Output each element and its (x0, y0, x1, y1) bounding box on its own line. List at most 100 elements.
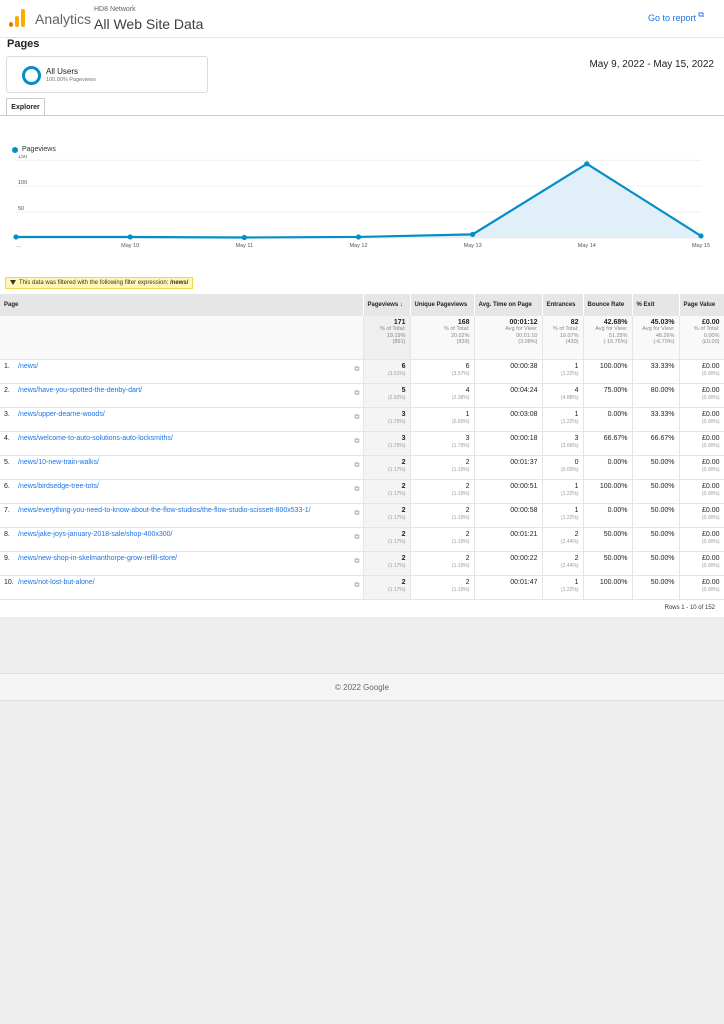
page-cell: 10. /news/not-lost-but-alone/ ⧉ (0, 575, 364, 600)
page-path-link[interactable]: /news/have-you-spotted-the-denby-dart/ (18, 386, 143, 394)
page-path-link[interactable]: /news/new-shop-in-skelmanthorpe-grow-ref… (18, 554, 178, 562)
data-point[interactable] (241, 234, 247, 241)
row-number: 10. (4, 578, 14, 586)
y-tick-label: 150 (18, 155, 27, 160)
open-page-icon[interactable]: ⧉ (354, 437, 360, 445)
page-cell: 5. /news/10-new-train-walks/ ⧉ (0, 455, 364, 480)
table-row: 7. /news/everything-you-need-to-know-abou… (0, 503, 724, 528)
page-path-link[interactable]: /news/10-new-train-walks/ (18, 458, 99, 466)
x-tick-label: May 14 (578, 243, 596, 249)
column-header-pageviews[interactable]: Pageviews ↓ (363, 294, 411, 316)
property-selector[interactable]: All Web Site Data (94, 16, 204, 32)
unique-pageviews-cell: 2 (1.19%) (410, 551, 475, 576)
open-page-icon[interactable]: ⧉ (354, 389, 360, 397)
column-header-page[interactable]: Page (0, 294, 364, 316)
analytics-logo-icon[interactable] (9, 9, 25, 27)
go-to-report-link[interactable]: Go to report (647, 13, 696, 23)
exit-cell: 50.00% (632, 455, 680, 480)
series-area (16, 163, 701, 238)
page-path-link[interactable]: /news/birdsedge-tree-tots/ (18, 482, 99, 490)
table-row: 6. /news/birdsedge-tree-tots/ ⧉ 2 (1.17%) 2 (1… (0, 479, 724, 504)
x-tick-label: May 13 (464, 243, 482, 249)
table-row: 1. /news/ ⧉ 6 (3.51%) 6 (3.57%) 00:00:38 1 (1.22%… (0, 359, 724, 384)
totals-cell: 42.68% Avg for View: 51.25% (-16.76%) (583, 316, 633, 360)
table-row: 4. /news/welcome-to-auto-solutions-auto-l… (0, 431, 724, 456)
open-page-icon[interactable]: ⧉ (354, 485, 360, 493)
table-row: 3. /news/upper-dearne-woods/ ⧉ 3 (1.75%) 1 (0.… (0, 407, 724, 432)
entrances-cell: 0 (0.00%) (542, 455, 584, 480)
date-range-picker[interactable]: May 9, 2022 - May 15, 2022 (589, 59, 714, 70)
bounce-rate-cell: 100.00% (583, 479, 633, 504)
pageviews-cell: 2 (1.17%) (363, 551, 411, 576)
row-number: 7. (4, 506, 10, 514)
open-page-icon[interactable]: ⧉ (354, 413, 360, 421)
page-value-cell: £0.00 (0.00%) (679, 575, 724, 600)
report-page: Analytics HD8 Network All Web Site Data … (0, 0, 724, 617)
page-path-link[interactable]: /news/ (18, 362, 39, 370)
page-path-link[interactable]: /news/upper-dearne-woods/ (18, 410, 105, 418)
avg-time-cell: 00:00:18 (474, 431, 543, 456)
brand-name[interactable]: Analytics (35, 11, 92, 27)
bounce-rate-cell: 50.00% (583, 551, 633, 576)
page-value-cell: £0.00 (0.00%) (679, 383, 724, 408)
data-point[interactable] (355, 234, 362, 240)
page-value-cell: £0.00 (0.00%) (679, 359, 724, 384)
pageviews-cell: 6 (3.51%) (363, 359, 411, 384)
unique-pageviews-cell: 2 (1.19%) (410, 527, 475, 552)
exit-cell: 50.00% (632, 527, 680, 552)
unique-pageviews-cell: 2 (1.19%) (410, 575, 475, 600)
legend-label[interactable]: Pageviews (22, 146, 56, 153)
open-page-icon[interactable]: ⧉ (354, 365, 360, 373)
segment-card[interactable]: All Users 100.00% Pageviews (6, 56, 208, 93)
page-path-link[interactable]: /news/welcome-to-auto-solutions-auto-loc… (18, 434, 173, 442)
column-header-entrances[interactable]: Entrances (542, 294, 584, 316)
bounce-rate-cell: 100.00% (583, 359, 633, 384)
external-link-icon[interactable]: ⧉ (698, 10, 704, 19)
page-path-link[interactable]: /news/not-lost-but-alone/ (18, 578, 95, 586)
filter-notice-text: This data was filtered with the followin… (19, 280, 169, 286)
bounce-rate-cell: 100.00% (583, 575, 633, 600)
table-row: 9. /news/new-shop-in-skelmanthorpe-grow-r… (0, 551, 724, 576)
page-cell: 4. /news/welcome-to-auto-solutions-auto-l… (0, 431, 364, 456)
bounce-rate-cell: 66.67% (583, 431, 633, 456)
filter-funnel-icon (10, 279, 16, 285)
segment-name: All Users (46, 67, 79, 76)
open-page-icon[interactable]: ⧉ (354, 461, 360, 469)
data-point[interactable] (470, 231, 476, 237)
exit-cell: 33.33% (632, 407, 680, 432)
page-path-link[interactable]: /news/everything-you-need-to-know-about-… (18, 506, 311, 514)
column-header-exit[interactable]: % Exit (632, 294, 680, 316)
column-header-page-value[interactable]: Page Value (679, 294, 724, 316)
open-page-icon[interactable]: ⧉ (354, 509, 360, 517)
avg-time-cell: 00:04:24 (474, 383, 543, 408)
pageviews-cell: 2 (1.17%) (363, 575, 411, 600)
table-row: 5. /news/10-new-train-walks/ ⧉ 2 (1.17%) 2 (1.… (0, 455, 724, 480)
column-header-bounce-rate[interactable]: Bounce Rate (583, 294, 633, 316)
unique-pageviews-cell: 2 (1.19%) (410, 479, 475, 504)
open-page-icon[interactable]: ⧉ (354, 533, 360, 541)
x-tick-label: May 15 (692, 243, 710, 249)
x-tick-label: May 11 (236, 243, 254, 249)
column-header-avg-time[interactable]: Avg. Time on Page (474, 294, 543, 316)
entrances-cell: 2 (2.44%) (542, 527, 584, 552)
page-value-cell: £0.00 (0.00%) (679, 503, 724, 528)
row-number: 4. (4, 434, 10, 442)
pageviews-chart[interactable]: 150 100 50 … May 10 May 11 May 12 May 13 May 14 M… (0, 155, 724, 255)
pageviews-cell: 3 (1.75%) (363, 407, 411, 432)
pageviews-cell: 5 (2.92%) (363, 383, 411, 408)
open-page-icon[interactable]: ⧉ (354, 581, 360, 589)
data-point[interactable] (698, 233, 704, 239)
totals-cell: 45.03% Avg for View: 48.26% (-6.70%) (632, 316, 680, 360)
row-number: 9. (4, 554, 10, 562)
pageviews-cell: 2 (1.17%) (363, 455, 411, 480)
filter-expression: /news/ (170, 280, 189, 286)
avg-time-cell: 00:00:38 (474, 359, 543, 384)
data-point[interactable] (13, 234, 19, 240)
column-header-unique-pageviews[interactable]: Unique Pageviews (410, 294, 475, 316)
data-point[interactable] (584, 161, 590, 167)
data-point[interactable] (127, 234, 133, 240)
open-page-icon[interactable]: ⧉ (354, 557, 360, 565)
tab-explorer[interactable]: Explorer (6, 98, 45, 115)
unique-pageviews-cell: 6 (3.57%) (410, 359, 475, 384)
page-path-link[interactable]: /news/jake-joys-january-2018-sale/shop-4… (18, 530, 173, 538)
